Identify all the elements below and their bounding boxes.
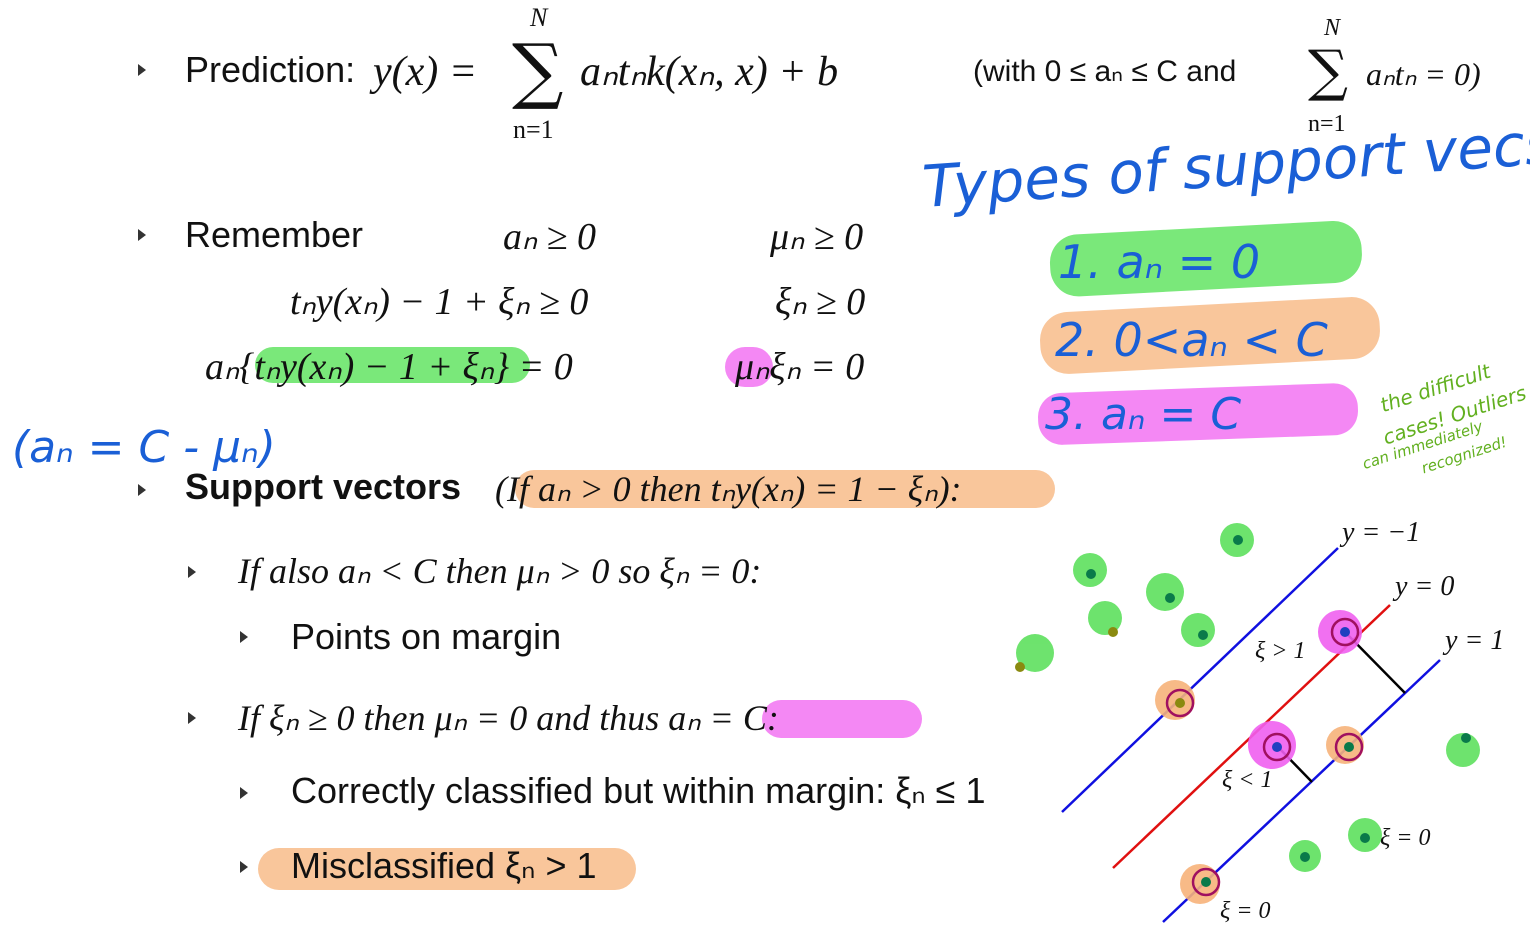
handwriting: (aₙ = C - μₙ) bbox=[12, 422, 276, 473]
bullet-text: Points on margin bbox=[291, 616, 562, 657]
sum-lower: n=1 bbox=[1308, 111, 1346, 137]
highlight bbox=[1049, 220, 1362, 297]
formula: μₙ ≥ 0 bbox=[770, 216, 864, 258]
sum-lower: n=1 bbox=[513, 115, 554, 144]
formula: tₙy(xₙ) − 1 + ξₙ ≥ 0 bbox=[290, 281, 589, 323]
highlight bbox=[258, 848, 636, 890]
sum: ∑ bbox=[512, 28, 564, 112]
points-green bbox=[1016, 523, 1480, 904]
formula: aₙtₙk(xₙ, x) + b bbox=[580, 49, 839, 95]
svm-diagram bbox=[1015, 523, 1480, 923]
diagram-label: ξ < 1 bbox=[1222, 767, 1273, 793]
diagram-label: y = 0 bbox=[1395, 571, 1455, 602]
bullet bbox=[188, 712, 196, 724]
constraint: aₙtₙ = 0) bbox=[1366, 56, 1481, 92]
handwriting: 1. aₙ = 0 bbox=[1058, 235, 1261, 289]
bullet-text: Correctly classified but within margin: … bbox=[291, 770, 986, 811]
point-centers bbox=[1015, 535, 1471, 887]
handwriting: 2. 0<aₙ < C bbox=[1055, 313, 1328, 367]
diagram-label: y = 1 bbox=[1445, 625, 1505, 656]
formula: aₙ{tₙy(xₙ) − 1 + ξₙ} = 0 bbox=[205, 346, 573, 388]
diagram-label: ξ > 1 bbox=[1255, 638, 1306, 664]
label: Prediction: bbox=[185, 49, 356, 90]
formula: y(x) = bbox=[373, 49, 478, 95]
formula: (If aₙ > 0 then tₙy(xₙ) = 1 − ξₙ): bbox=[495, 469, 962, 509]
highlight bbox=[255, 347, 530, 383]
diagram-label: y = −1 bbox=[1342, 517, 1421, 548]
highlight bbox=[725, 347, 773, 387]
highlight bbox=[1038, 383, 1358, 445]
bullet-text: If ξₙ ≥ 0 then μₙ = 0 and thus aₙ = C: bbox=[238, 698, 779, 738]
sum-upper: N bbox=[1324, 15, 1341, 41]
formula: μₙξₙ = 0 bbox=[735, 346, 865, 388]
bullet-text: Misclassified ξₙ > 1 bbox=[291, 845, 597, 886]
diagram-label: ξ = 0 bbox=[1220, 898, 1271, 924]
highlight bbox=[515, 470, 1055, 508]
support-rings bbox=[1165, 617, 1364, 897]
bullet bbox=[138, 64, 146, 76]
bullet-text: If also aₙ < C then μₙ > 0 so ξₙ = 0: bbox=[238, 551, 762, 591]
sum: ∑ bbox=[1308, 39, 1348, 104]
formula: ξₙ ≥ 0 bbox=[775, 281, 866, 323]
bullet bbox=[240, 631, 248, 643]
bullet bbox=[138, 229, 146, 241]
handwriting: 3. aₙ = C bbox=[1045, 389, 1242, 440]
bullet bbox=[240, 861, 248, 873]
highlight bbox=[762, 700, 922, 738]
constraint: (with 0 ≤ aₙ ≤ C and bbox=[973, 55, 1237, 88]
sum-upper: N bbox=[530, 3, 548, 32]
bullet bbox=[240, 787, 248, 799]
label: Remember bbox=[185, 214, 364, 255]
formula: aₙ ≥ 0 bbox=[503, 216, 596, 258]
highlights bbox=[255, 220, 1380, 890]
highlight bbox=[1040, 297, 1380, 374]
margin-line bbox=[1061, 547, 1339, 813]
label: Support vectors bbox=[185, 466, 462, 507]
bullet bbox=[138, 484, 146, 496]
diagram-label: ξ = 0 bbox=[1380, 825, 1431, 851]
bullet bbox=[188, 566, 196, 578]
